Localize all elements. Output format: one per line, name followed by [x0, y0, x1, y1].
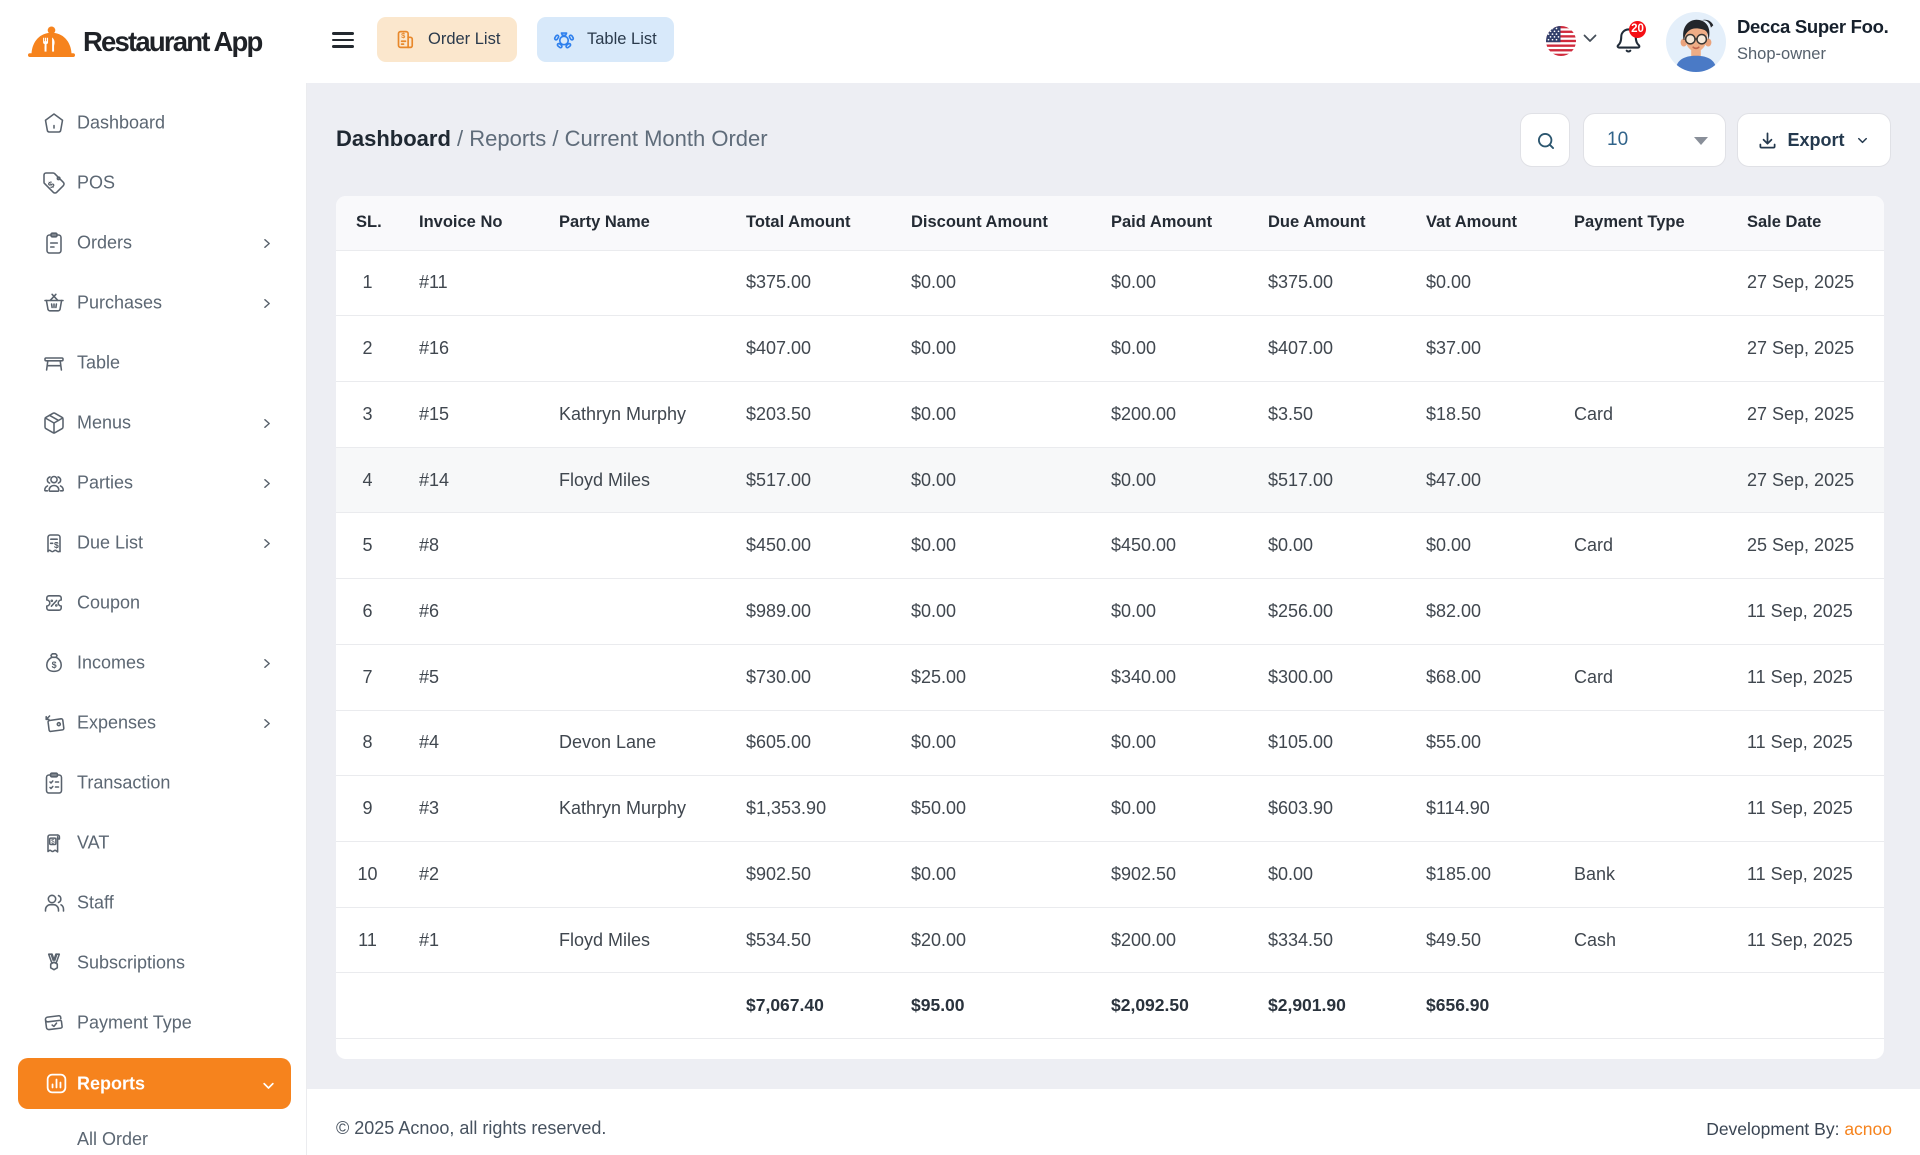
svg-text:$: $ [46, 179, 58, 191]
svg-text:$: $ [51, 839, 55, 846]
svg-text:$: $ [52, 660, 57, 670]
svg-text:$: $ [401, 31, 406, 40]
svg-text:$: $ [54, 540, 59, 550]
